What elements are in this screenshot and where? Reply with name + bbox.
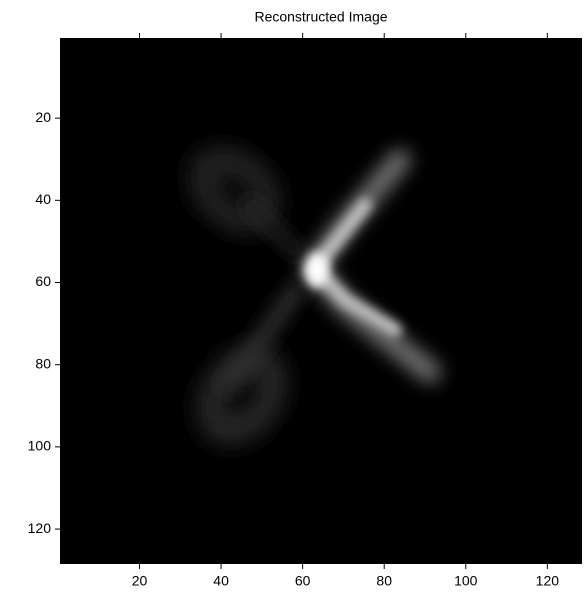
x-tick-label: 100 [454, 573, 478, 589]
blob [198, 346, 286, 444]
x-tick-label: 80 [376, 573, 392, 589]
x-tick-label: 40 [213, 573, 229, 589]
y-tick-label: 40 [35, 191, 51, 207]
y-tick-label: 60 [35, 273, 51, 289]
image-area [60, 38, 582, 564]
peak [304, 252, 328, 288]
chart-title: Reconstructed Image [254, 9, 387, 25]
y-tick-label: 20 [35, 109, 51, 125]
y-tick-label: 120 [28, 520, 52, 536]
arm [218, 280, 307, 395]
x-tick-label: 20 [132, 573, 148, 589]
arm [240, 195, 305, 260]
image-content [191, 148, 441, 444]
y-tick-label: 100 [28, 438, 52, 454]
y-tick-label: 80 [35, 355, 51, 371]
x-tick-label: 120 [536, 573, 560, 589]
x-tick-label: 60 [295, 573, 311, 589]
